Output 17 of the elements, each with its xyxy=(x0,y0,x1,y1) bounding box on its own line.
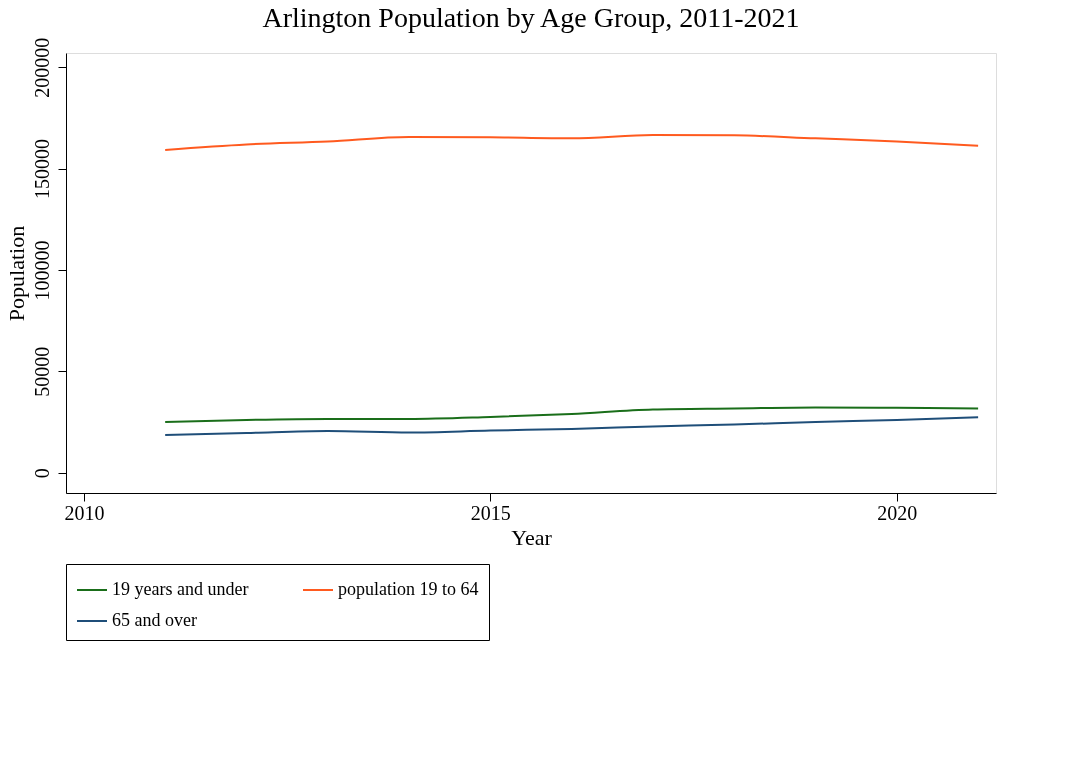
x-tick-label: 2015 xyxy=(470,501,511,524)
legend-label: 19 years and under xyxy=(112,579,249,599)
x-tick-label: 2010 xyxy=(64,501,105,524)
y-axis-title: Population xyxy=(3,225,29,322)
line-series xyxy=(164,416,980,437)
y-tick-label: 0 xyxy=(30,468,53,479)
chart-title: Arlington Population by Age Group, 2011-2021 xyxy=(262,2,800,34)
y-tick-label: 150000 xyxy=(30,139,53,200)
legend-label: population 19 to 64 xyxy=(338,579,479,599)
legend-label: 65 and over xyxy=(112,610,197,630)
x-tick-label: 2020 xyxy=(877,501,918,524)
y-tick-label: 100000 xyxy=(30,240,53,301)
y-tick-label: 200000 xyxy=(30,37,53,98)
x-axis-title: Year xyxy=(511,524,553,550)
y-tick-label: 50000 xyxy=(30,346,53,397)
line-series xyxy=(164,406,980,424)
line-series xyxy=(164,133,980,151)
